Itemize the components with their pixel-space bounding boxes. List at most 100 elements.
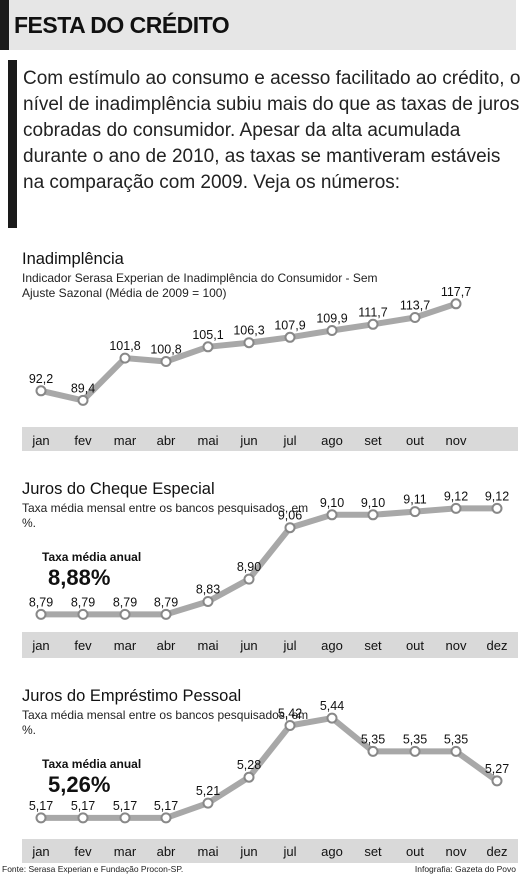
x-tick-label: abr xyxy=(157,638,176,653)
data-label: 9,10 xyxy=(361,496,385,510)
page-title: FESTA DO CRÉDITO xyxy=(14,11,230,38)
data-label: 107,9 xyxy=(274,318,305,332)
x-tick-label: dez xyxy=(487,638,508,653)
annual-rate-value-emprestimo: 5,26% xyxy=(48,772,111,797)
data-point xyxy=(77,812,89,824)
x-tick-label: out xyxy=(406,433,424,448)
data-point xyxy=(160,608,172,620)
x-tick-label: ago xyxy=(321,638,343,653)
x-tick-label: ago xyxy=(321,433,343,448)
x-tick-label: abr xyxy=(157,844,176,859)
x-tick-label: fev xyxy=(74,638,92,653)
series-line xyxy=(38,300,459,404)
data-label: 8,79 xyxy=(154,595,178,609)
data-point xyxy=(326,509,338,521)
x-tick-label: fev xyxy=(74,844,92,859)
data-point xyxy=(35,812,47,824)
data-label: 109,9 xyxy=(316,312,347,326)
x-tick-label: set xyxy=(364,844,382,859)
data-label: 9,11 xyxy=(403,493,426,507)
data-label: 5,35 xyxy=(403,732,427,746)
data-point xyxy=(450,502,462,514)
data-label: 9,12 xyxy=(444,489,468,503)
x-tick-label: mar xyxy=(114,844,137,859)
chart-emprestimo-pessoal: jan fev mar abr mai jun jul ago set out nov dez 5,17… xyxy=(22,699,518,863)
chart-subtitle-inadimplencia: Indicador Serasa Experian de Inadimplênc… xyxy=(22,271,378,300)
data-point xyxy=(119,608,131,620)
data-label: 8,83 xyxy=(196,583,220,597)
data-point xyxy=(243,337,255,349)
data-label: 5,42 xyxy=(278,707,302,721)
data-point xyxy=(284,720,296,731)
x-tick-label: jan xyxy=(31,433,49,448)
x-axis-band xyxy=(22,632,518,658)
x-tick-label: mai xyxy=(198,844,219,859)
series-line xyxy=(38,505,500,618)
data-point xyxy=(202,596,214,607)
x-tick-label: jan xyxy=(31,844,49,859)
data-label: 5,27 xyxy=(485,762,509,776)
data-label: 92,2 xyxy=(29,372,53,386)
data-label: 105,1 xyxy=(192,328,223,342)
data-point xyxy=(119,812,131,824)
data-label: 5,35 xyxy=(444,732,468,746)
annual-rate-label-cheque: Taxa média anual xyxy=(42,550,142,564)
data-point xyxy=(77,608,89,620)
data-label: 9,06 xyxy=(278,509,302,523)
x-tick-label: jan xyxy=(31,638,49,653)
data-point xyxy=(202,797,214,809)
x-tick-label: set xyxy=(364,433,382,448)
intro-accent-bar xyxy=(8,60,17,228)
data-point xyxy=(160,812,172,824)
data-point xyxy=(326,325,338,336)
x-tick-label: jun xyxy=(239,433,257,448)
data-point xyxy=(450,298,462,310)
chart-subtitle-cheque-especial: Taxa média mensal entre os bancos pesqui… xyxy=(22,501,309,530)
data-point xyxy=(409,312,421,323)
data-label: 8,79 xyxy=(29,595,53,609)
x-axis-band xyxy=(22,427,518,451)
data-label: 9,10 xyxy=(320,496,344,510)
data-point xyxy=(284,522,296,534)
footer-source: Fonte: Serasa Experian e Fundação Procon… xyxy=(2,864,184,874)
data-label: 8,90 xyxy=(237,560,261,574)
data-point xyxy=(409,506,421,518)
x-tick-label: ago xyxy=(321,844,343,859)
data-label: 113,7 xyxy=(400,299,430,313)
x-tick-label: jun xyxy=(239,638,257,653)
data-point xyxy=(367,318,379,330)
header-banner: FESTA DO CRÉDITO xyxy=(0,0,516,50)
data-label: 8,79 xyxy=(113,595,137,609)
data-label: 5,28 xyxy=(237,758,261,772)
chart-inadimplencia: jan fev mar abr mai jun jul ago set out nov 92,2 89,… xyxy=(22,285,518,451)
data-label: 5,17 xyxy=(29,799,53,813)
x-tick-label: mar xyxy=(114,638,137,653)
x-tick-label: out xyxy=(406,638,424,653)
footer-credit: Infografia: Gazeta do Povo xyxy=(414,864,516,874)
x-tick-label: jul xyxy=(282,844,296,859)
chart-cheque-especial: jan fev mar abr mai jun jul ago set out nov dez 8,79… xyxy=(22,489,518,658)
data-point xyxy=(491,775,503,787)
data-label: 5,17 xyxy=(71,799,95,813)
x-tick-label: jul xyxy=(282,638,296,653)
x-tick-label: nov xyxy=(446,638,467,653)
data-label: 5,44 xyxy=(320,699,344,713)
data-point xyxy=(409,745,421,757)
data-point xyxy=(367,745,379,757)
data-label: 5,21 xyxy=(196,784,220,798)
data-point xyxy=(35,385,47,397)
annual-rate-label-emprestimo: Taxa média anual xyxy=(42,757,142,771)
x-tick-label: jun xyxy=(239,844,257,859)
data-label: 117,7 xyxy=(441,285,471,299)
data-point xyxy=(243,771,255,783)
data-point xyxy=(77,394,89,406)
x-tick-label: mai xyxy=(198,433,219,448)
data-label: 106,3 xyxy=(233,324,264,338)
data-point xyxy=(284,331,296,343)
data-point xyxy=(35,608,47,620)
chart-title-emprestimo-pessoal: Juros do Empréstimo Pessoal xyxy=(22,687,242,705)
annual-rate-value-cheque: 8,88% xyxy=(48,565,111,590)
x-tick-label: mar xyxy=(114,433,137,448)
data-point xyxy=(367,509,379,521)
data-label: 100,8 xyxy=(150,343,181,357)
